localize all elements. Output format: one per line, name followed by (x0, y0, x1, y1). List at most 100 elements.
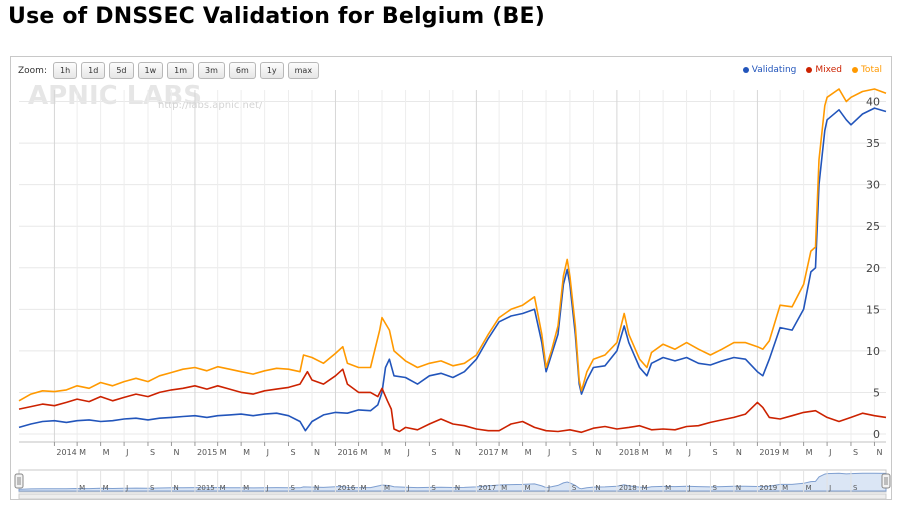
navigator-tick-label: S (431, 484, 436, 492)
zoom-1w-button[interactable]: 1w (137, 62, 164, 79)
y-tick-label: 40 (866, 96, 880, 109)
zoom-1h-button[interactable]: 1h (52, 62, 78, 79)
zoom-1y-button[interactable]: 1y (259, 62, 284, 79)
navigator-left-handle[interactable] (14, 473, 24, 489)
navigator-tick-label: J (266, 484, 269, 492)
navigator-tick-label: M (361, 484, 367, 492)
legend-label: Mixed (815, 65, 842, 75)
y-tick-label: 5 (873, 386, 880, 399)
x-tick-label: M (665, 448, 672, 457)
x-tick-label: J (266, 448, 269, 457)
x-tick-label: N (173, 448, 179, 457)
x-tick-label: S (431, 448, 436, 457)
navigator-tick-label: J (407, 484, 410, 492)
series-line-total (18, 88, 887, 402)
legend-item-validating[interactable]: Validating (742, 65, 797, 75)
navigator-tick-label: S (712, 484, 717, 492)
navigator-tick-label: M (103, 484, 109, 492)
navigator-tick-label: J (828, 484, 831, 492)
x-tick-label: M (806, 448, 813, 457)
y-tick-label: 10 (866, 345, 880, 358)
series-line-mixed (18, 368, 887, 434)
x-tick-label: S (712, 448, 717, 457)
x-tick-label: N (876, 448, 882, 457)
x-tick-label: M (642, 448, 649, 457)
navigator-tick-label: M (384, 484, 390, 492)
x-tick-label: M (782, 448, 789, 457)
watermark-logo: APNIC LABS (28, 81, 202, 111)
navigator-tick-label: M (501, 484, 507, 492)
legend-label: Validating (751, 65, 797, 75)
x-tick-label: J (547, 448, 550, 457)
y-tick-label: 25 (866, 220, 880, 233)
page-title: Use of DNSSEC Validation for Belgium (BE… (8, 4, 545, 29)
navigator-area (18, 472, 887, 492)
x-tick-label: N (455, 448, 461, 457)
legend-dot-icon (851, 67, 858, 73)
legend-dot-icon (742, 67, 749, 73)
x-axis: 2014 M M J S N 2015 M M J S N 2016 M M J S N 2017 M M J S N 2018… (19, 441, 886, 457)
legend-dot-icon (806, 67, 813, 73)
navigator-tick-label: 2015 (197, 484, 215, 492)
chart-legend: Validating Mixed Total (742, 65, 882, 75)
navigator-tick-label: M (782, 484, 788, 492)
x-tick-label: M (525, 448, 532, 457)
x-tick-label: M (103, 448, 110, 457)
x-tick-label: M (384, 448, 391, 457)
navigator-tick-label: 2019 (759, 484, 777, 492)
y-tick-label: 35 (866, 137, 880, 150)
navigator-tick-label: 2018 (619, 484, 637, 492)
watermark-url: http://labs.apnic.net/ (158, 100, 263, 111)
legend-label: Total (860, 65, 882, 75)
x-tick-label: J (688, 448, 691, 457)
x-tick-label: 2018 (619, 448, 639, 457)
navigator-tick-label: N (173, 484, 178, 492)
x-tick-label: M (79, 448, 86, 457)
zoom-bar: Zoom: 1h 1d 5d 1w 1m 3m 6m 1y max (18, 62, 320, 79)
x-tick-label: M (243, 448, 250, 457)
zoom-max-button[interactable]: max (287, 62, 320, 79)
range-navigator[interactable]: M M J S N 2015 M M J S N 2016 M M J S N 2017 M M J S N 2018 M M J S… (14, 469, 891, 500)
y-tick-label: 0 (873, 428, 880, 441)
x-tick-label: J (407, 448, 410, 457)
navigator-tick-label: S (150, 484, 155, 492)
zoom-5d-button[interactable]: 5d (109, 62, 134, 79)
navigator-scrollbar[interactable] (18, 493, 887, 500)
x-tick-label: 2014 (56, 448, 76, 457)
x-tick-label: M (501, 448, 508, 457)
x-tick-label: J (828, 448, 831, 457)
navigator-tick-label: S (290, 484, 295, 492)
navigator-right-handle[interactable] (881, 473, 891, 489)
series-line-validating (18, 107, 887, 432)
zoom-3m-button[interactable]: 3m (198, 62, 225, 79)
x-tick-label: 2017 (478, 448, 498, 457)
chart-series (18, 88, 887, 434)
x-tick-label: S (853, 448, 858, 457)
x-tick-label: N (736, 448, 742, 457)
legend-item-total[interactable]: Total (851, 65, 882, 75)
navigator-tick-label: M (642, 484, 648, 492)
x-tick-label: S (150, 448, 155, 457)
zoom-label: Zoom: (18, 65, 47, 76)
x-tick-label: 2016 (337, 448, 357, 457)
chart-container (10, 56, 892, 500)
navigator-tick-label: M (525, 484, 531, 492)
navigator-tick-label: M (665, 484, 671, 492)
chart-grid (19, 90, 886, 442)
zoom-6m-button[interactable]: 6m (228, 62, 256, 79)
legend-item-mixed[interactable]: Mixed (806, 65, 842, 75)
navigator-tick-label: M (220, 484, 226, 492)
zoom-1d-button[interactable]: 1d (81, 62, 106, 79)
y-tick-label: 20 (866, 262, 880, 275)
navigator-tick-label: N (455, 484, 460, 492)
apnic-labs-watermark: APNIC LABS http://labs.apnic.net/ (28, 81, 263, 111)
navigator-tick-label: S (572, 484, 577, 492)
navigator-tick-label: N (314, 484, 319, 492)
navigator-tick-label: J (547, 484, 550, 492)
navigator-tick-label: 2016 (337, 484, 355, 492)
y-axis: 0 5 10 15 20 25 30 35 40 (866, 96, 880, 442)
navigator-tick-label: M (806, 484, 812, 492)
x-tick-label: N (595, 448, 601, 457)
zoom-1m-button[interactable]: 1m (167, 62, 195, 79)
